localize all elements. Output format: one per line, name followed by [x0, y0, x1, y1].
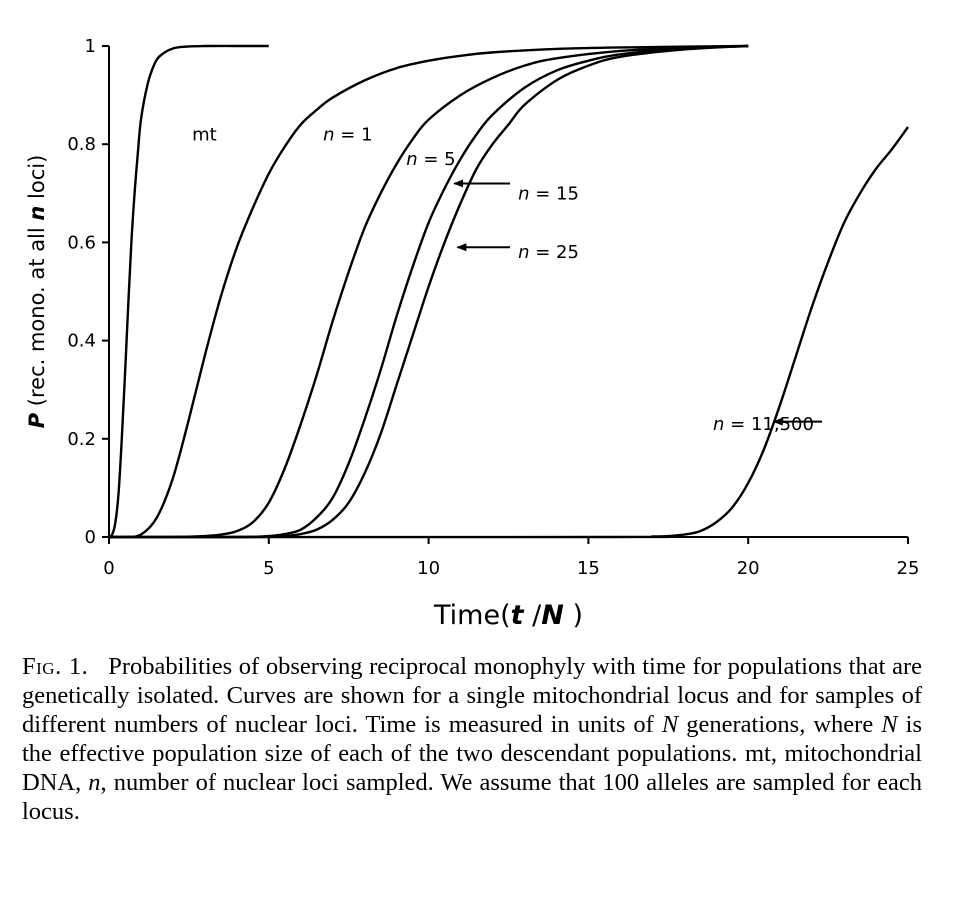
- x-tick-label: 0: [103, 558, 114, 579]
- series-line: [108, 44, 269, 539]
- y-tick-label: 0: [85, 527, 96, 548]
- y-tick-label: 1: [85, 36, 96, 57]
- series-line: [108, 44, 749, 539]
- curve-label: n = 15: [518, 183, 579, 204]
- curve-label: n = 5: [406, 149, 455, 170]
- y-tick-label: 0.6: [67, 232, 96, 253]
- caption-label: Fig. 1.: [22, 653, 89, 680]
- series-line: [108, 44, 749, 539]
- caption-part-1: N: [661, 711, 679, 738]
- x-tick-label: 15: [577, 558, 600, 579]
- y-tick-label: 0.2: [67, 429, 96, 450]
- y-tick-label: 0.4: [67, 331, 96, 352]
- x-tick-label: 5: [263, 558, 274, 579]
- axis-labels: Time(t /N ) P (rec. mono. at all n loci): [25, 155, 583, 631]
- series-line: [108, 126, 909, 539]
- caption-part-3: N: [881, 711, 898, 738]
- chart: 00.20.40.60.810 5 10 15 20 25 mt n = 1n = 5n =…: [25, 36, 919, 631]
- curve-label: n = 1: [323, 124, 372, 145]
- x-axis-label: Time(t /N ): [433, 600, 583, 631]
- caption-part-2: generations, where: [678, 711, 882, 738]
- caption-part-5: n: [88, 769, 101, 796]
- series-line: [108, 44, 749, 539]
- series-line: [108, 44, 749, 539]
- y-tick-label: 0.8: [67, 134, 96, 155]
- annotations: mt n = 1 n = 5 n = 15 n = 25 n = 11,500: [192, 124, 822, 435]
- axes: 00.20.40.60.810 5 10 15 20 25: [67, 36, 919, 579]
- curves: [108, 44, 909, 539]
- figure-caption: Fig. 1. Probabilities of observing recip…: [22, 652, 922, 826]
- x-tick-label: 25: [897, 558, 920, 579]
- caption-part-4: is the effective population size of each…: [22, 711, 922, 796]
- x-tick-label: 20: [737, 558, 760, 579]
- caption-part-0: Probabilities of observing reciprocal mo…: [22, 653, 922, 738]
- y-axis-label: P (rec. mono. at all n loci): [25, 155, 49, 429]
- caption-part-6: , number of nuclear loci sampled. We ass…: [22, 769, 922, 825]
- curve-label: n = 11,500: [713, 414, 814, 435]
- curve-label: n = 25: [518, 242, 579, 263]
- curve-label: mt: [192, 124, 217, 145]
- x-tick-label: 10: [417, 558, 440, 579]
